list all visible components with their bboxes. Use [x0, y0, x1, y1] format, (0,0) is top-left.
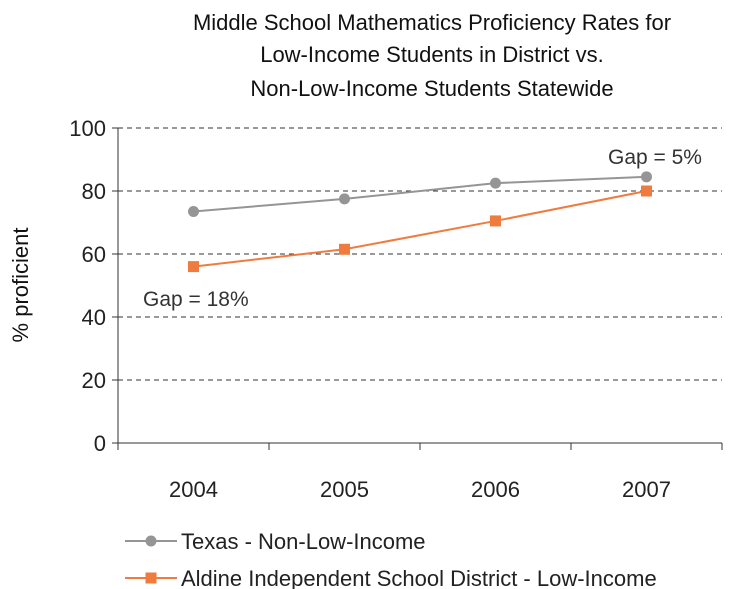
chart-title-line-3: Non-Low-Income Students Statewide: [250, 76, 613, 101]
y-tick-label-40: 40: [82, 305, 106, 330]
y-axis-label: % proficient: [8, 228, 33, 343]
gap-annotation-2007: Gap = 5%: [608, 146, 702, 169]
axes: [112, 127, 723, 450]
legend-label-1: Aldine Independent School District - Low…: [181, 566, 657, 589]
series-0: [188, 171, 652, 217]
series-line-1: [193, 190, 647, 268]
x-tick-label-2007: 2007: [622, 477, 671, 502]
legend-label-0: Texas - Non-Low-Income: [181, 529, 426, 554]
series-line-0: [193, 175, 647, 213]
series-1: [188, 185, 652, 273]
y-tick-labels: 0 20 40 60 80 100: [69, 116, 106, 456]
x-tick-label-2006: 2006: [471, 477, 520, 502]
point-1-2006: [490, 215, 501, 227]
series-lines: [188, 171, 652, 273]
gap-annotation-2004: Gap = 18%: [143, 288, 249, 311]
y-tick-label-80: 80: [82, 179, 106, 204]
point-0-2006: [490, 177, 501, 189]
y-tick-label-20: 20: [82, 368, 106, 393]
legend-marker-0: [145, 535, 157, 547]
legend-item-0: Texas - Non-Low-Income: [125, 529, 426, 554]
chart-title-line-1: Middle School Mathematics Proficiency Ra…: [193, 10, 671, 35]
point-0-2004: [188, 205, 199, 217]
point-0-2005: [339, 193, 350, 205]
legend-marker-1: [145, 572, 157, 584]
legend: Texas - Non-Low-Income Aldine Independent…: [125, 529, 657, 589]
chart-title-line-2: Low-Income Students in District vs.: [260, 42, 604, 67]
y-tick-label-60: 60: [82, 242, 106, 267]
legend-item-1: Aldine Independent School District - Low…: [125, 566, 657, 589]
chart-title: Middle School Mathematics Proficiency Ra…: [193, 10, 671, 101]
x-tick-label-2004: 2004: [169, 477, 218, 502]
x-tick-labels: 2004 2005 2006 2007: [169, 477, 671, 502]
y-tick-label-0: 0: [94, 431, 106, 456]
point-1-2005: [339, 243, 350, 255]
point-0-2007: [641, 171, 652, 183]
point-1-2004: [188, 261, 199, 273]
point-1-2007: [641, 185, 652, 197]
y-tick-label-100: 100: [69, 116, 106, 141]
x-tick-label-2005: 2005: [320, 477, 369, 502]
